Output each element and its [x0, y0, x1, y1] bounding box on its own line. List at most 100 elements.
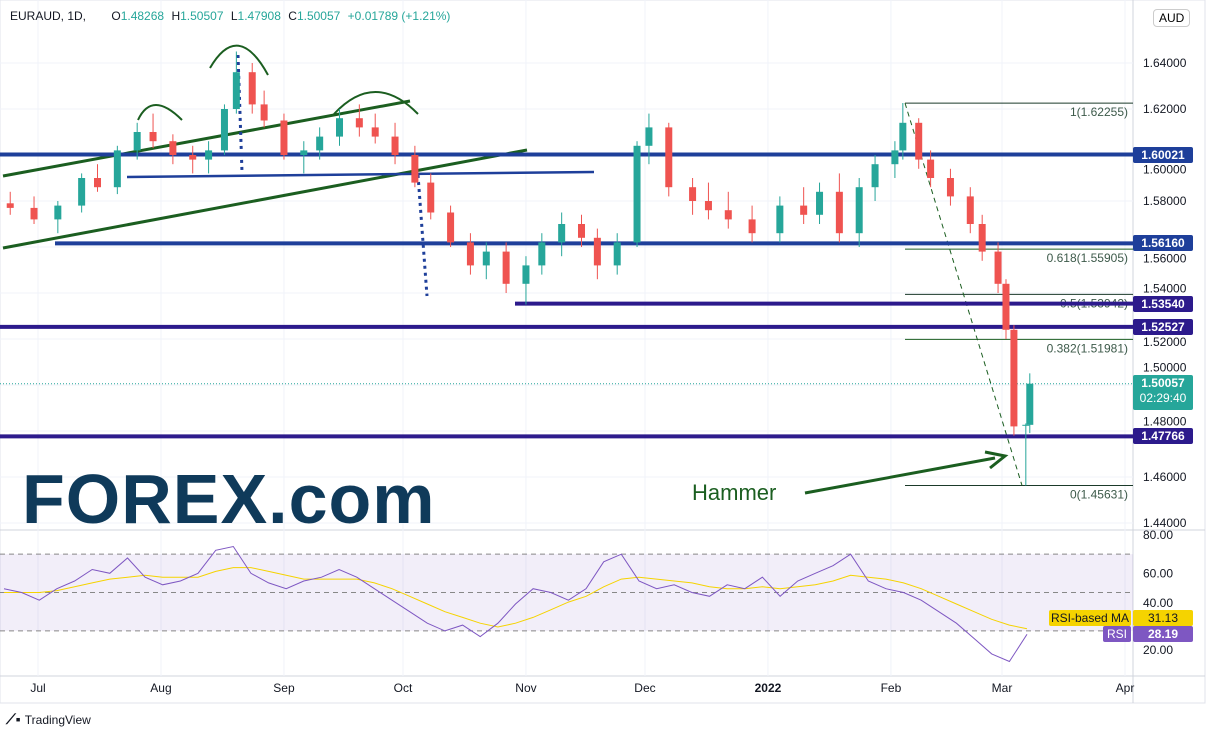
rsi-label: RSI [1103, 626, 1131, 642]
candle-body [1022, 424, 1030, 426]
candle-body [466, 242, 474, 266]
close-label: C [288, 9, 297, 23]
candle-body [355, 118, 363, 128]
candle-body [522, 265, 530, 284]
chart-border [0, 0, 1206, 704]
shoulder-arc [209, 44, 269, 76]
candle-body [871, 164, 879, 188]
time-tick: Aug [150, 681, 171, 695]
candle-body [1002, 283, 1010, 330]
fib-trend-line [904, 102, 1023, 486]
price-tick: 1.64000 [1143, 56, 1187, 70]
change-value: +0.01789 (+1.21%) [347, 9, 451, 23]
high-label: H [171, 9, 181, 23]
last-price-badge: 1.50057 02:29:40 [1133, 374, 1193, 410]
shoulder-arc [137, 104, 183, 121]
rsi-tick: 80.00 [1143, 528, 1173, 542]
rsi-value-badge: 28.19 [1133, 626, 1193, 642]
candle-body [816, 191, 824, 215]
candle-body [391, 136, 399, 155]
target-marker [416, 174, 429, 297]
rsi-ma-value-badge: 31.13 [1133, 610, 1193, 626]
time-tick: Apr [1116, 681, 1135, 695]
time-tick: Nov [515, 681, 536, 695]
tradingview-brand[interactable]: ⟋▪ TradingView [6, 711, 91, 728]
close-value: 1.50057 [296, 9, 341, 23]
time-tick: 2022 [755, 681, 782, 695]
candle-body [54, 205, 62, 220]
rsi-ma-line [4, 567, 1028, 630]
candle-body [371, 127, 379, 137]
rsi-band [0, 554, 1133, 631]
fib-level-label: 0.618(1.55905) [1047, 251, 1128, 265]
candle-body [78, 178, 86, 206]
candle-body [205, 150, 213, 160]
bar-countdown: 02:29:40 [1139, 390, 1187, 405]
candle-body [133, 132, 141, 151]
time-tick: Jul [30, 681, 45, 695]
price-tick: 1.46000 [1143, 470, 1187, 484]
candle-body [613, 242, 621, 266]
candle-body [169, 141, 177, 155]
high-value: 1.50507 [180, 9, 224, 23]
candle-body [260, 104, 268, 121]
price-tick: 1.62000 [1143, 102, 1187, 116]
candle-body [1010, 329, 1018, 427]
rsi-line [3, 545, 1028, 663]
open-value: 1.48268 [120, 9, 165, 23]
time-tick: Dec [634, 681, 655, 695]
last-price-value: 1.50057 [1141, 375, 1185, 390]
level-price-badge: 1.56160 [1133, 235, 1193, 252]
candle-body [724, 210, 732, 220]
fib-level-label: 0.382(1.51981) [1047, 341, 1128, 355]
candle-body [502, 251, 510, 284]
price-tick: 1.58000 [1143, 194, 1187, 208]
low-value: 1.47908 [237, 9, 281, 23]
candle-body [978, 224, 986, 252]
candle-body [915, 122, 923, 160]
price-tick: 1.54000 [1143, 282, 1187, 296]
candle-body [776, 205, 784, 234]
candle-body [113, 150, 121, 188]
time-tick: Feb [881, 681, 902, 695]
fib-level-label: 0(1.45631) [1070, 487, 1128, 501]
candle-body [689, 187, 697, 201]
candle-body [482, 251, 490, 266]
candle-body [427, 182, 435, 213]
candle-body [300, 150, 308, 155]
symbol-label[interactable]: EURAUD, 1D, [10, 9, 87, 23]
level-price-badge: 1.52527 [1133, 318, 1193, 335]
candle-body [220, 109, 228, 151]
candle-body [447, 212, 455, 243]
tradingview-logo-icon: ⟋▪ [6, 711, 21, 727]
open-label: O [111, 9, 121, 23]
hammer-label: Hammer [692, 480, 776, 505]
tradingview-label: TradingView [24, 712, 91, 727]
candle-body [411, 155, 419, 183]
rsi-tick: 60.00 [1143, 566, 1173, 580]
time-tick: Oct [394, 681, 413, 695]
low-label: L [230, 9, 238, 23]
price-tick: 1.48000 [1143, 414, 1187, 428]
candle-body [149, 132, 157, 142]
candle-body [538, 242, 546, 266]
candle-body [30, 207, 38, 220]
neckline [126, 170, 595, 179]
candle-body [232, 72, 240, 109]
currency-button[interactable]: AUD [1153, 9, 1191, 27]
rsi-tick: 20.00 [1143, 643, 1173, 657]
price-tick: 1.52000 [1143, 335, 1187, 349]
hammer-arrow [804, 456, 996, 495]
shoulder-arc [333, 91, 419, 115]
candle-body [6, 203, 14, 208]
candle-body [748, 219, 756, 234]
hammer-arrowhead-icon [984, 450, 1009, 470]
forex-logo: FOREX.com [22, 460, 436, 538]
price-tick: 1.60000 [1143, 163, 1187, 177]
candle-body [891, 150, 899, 165]
level-price-badge: 1.47766 [1133, 428, 1193, 445]
candle-body [665, 127, 673, 188]
candle-body [645, 127, 653, 146]
candle-body [189, 155, 197, 160]
